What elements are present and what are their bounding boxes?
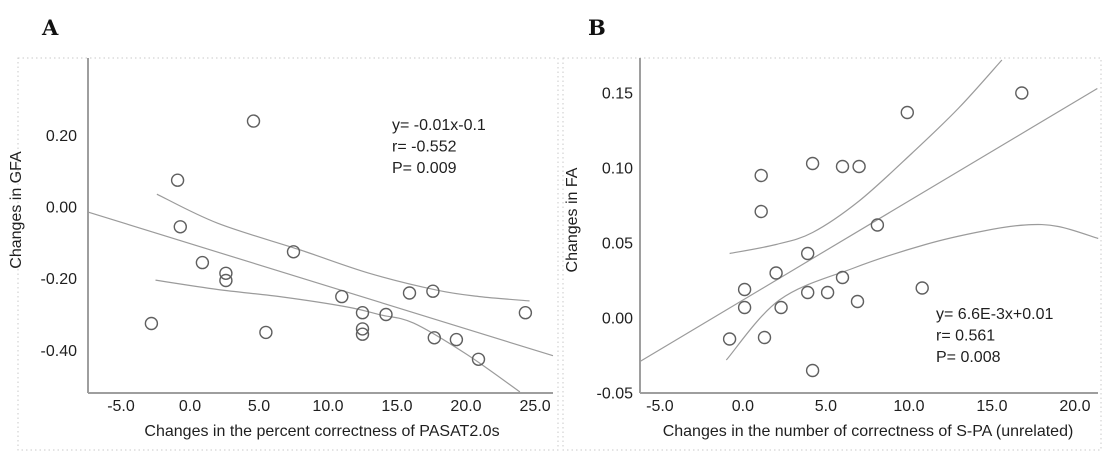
data-point xyxy=(246,114,261,128)
data-point xyxy=(774,300,788,315)
data-point xyxy=(426,284,440,298)
panel-border xyxy=(562,57,1102,451)
data-point xyxy=(852,159,866,174)
panel-label: A xyxy=(41,15,59,40)
data-point xyxy=(173,220,188,234)
data-point xyxy=(427,331,441,345)
data-point xyxy=(471,352,486,366)
data-point xyxy=(801,246,815,261)
data-point xyxy=(402,286,417,300)
x-tick-label: -5.0 xyxy=(646,398,674,415)
data-point xyxy=(805,363,820,378)
x-tick-label: 25.0 xyxy=(520,398,551,415)
x-tick-label: 5.0 xyxy=(815,398,837,415)
x-tick-label: 0.0 xyxy=(732,398,754,415)
data-point xyxy=(757,330,772,345)
data-point xyxy=(722,332,737,346)
data-point xyxy=(801,285,815,300)
panel-border xyxy=(17,57,559,451)
annotation-r: r= -0.552 xyxy=(392,139,457,156)
data-point xyxy=(805,156,820,171)
x-tick-label: 20.0 xyxy=(450,398,481,415)
x-tick-label: 10.0 xyxy=(312,398,343,415)
y-tick-label: 0.15 xyxy=(602,86,633,103)
x-axis-title: Changes in the number of correctness of … xyxy=(663,423,1074,440)
data-point xyxy=(195,255,210,270)
ci-lower-line xyxy=(155,279,521,393)
x-tick-label: -5.0 xyxy=(107,398,135,415)
y-tick-label: -0.40 xyxy=(41,343,78,360)
x-tick-label: 20.0 xyxy=(1059,398,1090,415)
data-point xyxy=(449,332,464,347)
data-point xyxy=(219,266,233,280)
data-point xyxy=(850,294,865,309)
y-tick-label: 0.00 xyxy=(46,200,77,217)
ci-upper-line xyxy=(729,59,1003,255)
y-tick-label: 0.20 xyxy=(46,128,77,145)
data-point xyxy=(144,316,159,331)
y-axis-title: Changes in GFA xyxy=(8,151,25,269)
annotation-r: r= 0.561 xyxy=(936,328,995,345)
annotation-p: P= 0.009 xyxy=(392,160,457,177)
x-tick-label: 5.0 xyxy=(248,398,270,415)
y-tick-label: 0.00 xyxy=(602,311,633,328)
annotation-equation: y= 6.6E-3x+0.01 xyxy=(936,306,1054,323)
y-tick-label: -0.05 xyxy=(597,386,634,403)
regression-line xyxy=(87,211,554,357)
annotation-equation: y= -0.01x-0.1 xyxy=(392,117,486,134)
ci-lower-line xyxy=(725,223,1099,361)
panel-label: B xyxy=(588,15,606,40)
data-point xyxy=(900,105,914,120)
annotation-p: P= 0.008 xyxy=(936,349,1001,366)
y-axis-title: Changes in FA xyxy=(564,167,581,272)
data-point xyxy=(379,307,393,322)
y-tick-label: 0.10 xyxy=(602,161,633,178)
data-point xyxy=(259,325,273,340)
data-point xyxy=(737,282,752,297)
data-point xyxy=(355,306,370,320)
data-point xyxy=(835,270,850,285)
data-point xyxy=(1015,86,1029,100)
data-point xyxy=(820,285,835,300)
data-point xyxy=(915,281,929,295)
ci-upper-line xyxy=(156,193,530,302)
y-tick-label: -0.20 xyxy=(41,271,78,288)
data-point xyxy=(835,159,850,174)
x-tick-label: 0.0 xyxy=(179,398,201,415)
data-point xyxy=(286,245,301,259)
data-point xyxy=(170,173,185,187)
data-point xyxy=(754,168,768,183)
data-point xyxy=(754,204,768,219)
x-axis-title: Changes in the percent correctness of PA… xyxy=(144,423,499,440)
data-point xyxy=(769,266,783,280)
x-tick-label: 10.0 xyxy=(893,398,924,415)
x-tick-label: 15.0 xyxy=(381,398,412,415)
regression-line xyxy=(639,87,1098,363)
data-point xyxy=(335,289,349,304)
data-point xyxy=(737,300,752,315)
data-point xyxy=(355,322,370,336)
y-tick-label: 0.05 xyxy=(602,236,633,253)
x-tick-label: 15.0 xyxy=(976,398,1007,415)
data-point xyxy=(518,306,533,320)
data-point xyxy=(355,327,370,341)
data-point xyxy=(870,218,885,232)
data-point xyxy=(219,273,233,288)
